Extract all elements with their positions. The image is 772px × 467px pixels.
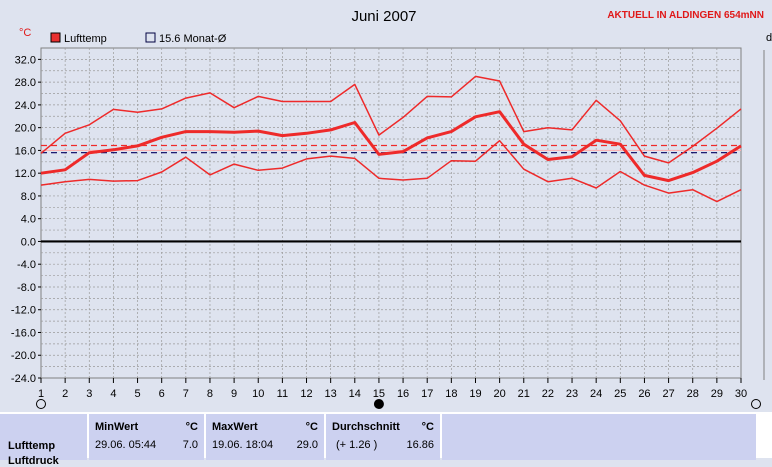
x-tick-label: 13 (325, 388, 337, 400)
min-value: 7.0 (182, 439, 198, 451)
max-time: 19.06. 18:04 (212, 439, 274, 451)
full-moon-icon (751, 399, 761, 409)
x-tick-label: 24 (590, 388, 602, 400)
x-tick-label: 20 (493, 388, 505, 400)
legend-label-monthly-average: 15.6 Monat-Ø (159, 33, 227, 45)
x-tick-label: 11 (277, 388, 288, 400)
max-value: 29.0 (296, 439, 318, 451)
min-header: MinWert (95, 421, 139, 433)
legend-swatch-monthly-average (145, 32, 156, 43)
min-unit: °C (185, 421, 198, 433)
x-tick-label: 16 (397, 388, 409, 400)
y-axis-unit: °C (19, 27, 31, 39)
stats-row-label: Lufttemp (8, 440, 56, 452)
legend-swatch-lufttemp (50, 32, 61, 43)
x-tick-label: 1 (38, 388, 44, 400)
stats-row-label-cell: Lufttemp Luftdruck (0, 414, 87, 467)
min-value-cell: MinWert °C 29.06. 05:44 7.0 (89, 414, 204, 460)
x-tick-label: 18 (445, 388, 457, 400)
y-tick-label: -16.0 (11, 327, 36, 339)
x-tick-label: 26 (638, 388, 650, 400)
plot-area: 32.0 28.0 24.0 20.0 16.0 12.0 8.0 4.0 0.0 -4.0 -8.… (11, 47, 765, 409)
y-tick-label: -12.0 (11, 305, 36, 317)
x-tick-label: 21 (518, 388, 530, 400)
max-header: MaxWert (212, 421, 258, 433)
new-moon-icon (373, 399, 384, 409)
y-tick-label: 12.0 (15, 168, 36, 180)
temperature-chart: Juni 2007 AKTUELL IN ALDINGEN 654mNN °C … (11, 8, 772, 409)
avg-header: Durchschnitt (332, 421, 400, 433)
stats-row-label-2: Luftdruck (8, 455, 59, 467)
max-unit: °C (305, 421, 318, 433)
y-tick-label: 0.0 (21, 236, 36, 248)
series-line-max (40, 75, 742, 164)
x-tick-label: 23 (566, 388, 578, 400)
x-tick-label: 25 (614, 388, 626, 400)
x-tick-label: 17 (421, 388, 433, 400)
x-tick-label: 6 (159, 388, 165, 400)
plot-frame (40, 47, 742, 379)
x-tick-label: 12 (300, 388, 312, 400)
legend: Lufttemp 15.6 Monat-Ø (50, 32, 227, 45)
y-tick-label: 28.0 (15, 77, 36, 89)
station-label: AKTUELL IN ALDINGEN 654mNN (607, 10, 764, 21)
x-tick-label: 2 (62, 388, 68, 400)
x-tick-label: 8 (207, 388, 213, 400)
min-time: 29.06. 05:44 (95, 439, 157, 451)
right-edge-label: d (766, 32, 772, 44)
y-tick-label: -8.0 (17, 282, 36, 294)
y-tick-label: -24.0 (11, 373, 36, 385)
avg-value: 16.86 (406, 439, 434, 451)
y-tick-label: 16.0 (15, 145, 36, 157)
series-line-min (40, 139, 742, 203)
x-tick-label: 3 (86, 388, 92, 400)
y-tick-label: 24.0 (15, 100, 36, 112)
x-tick-label: 30 (735, 388, 747, 400)
x-tick-label: 10 (252, 388, 264, 400)
avg-delta: (+ 1.26 ) (336, 439, 378, 451)
x-tick-label: 5 (134, 388, 140, 400)
avg-unit: °C (421, 421, 434, 433)
x-tick-label: 29 (711, 388, 723, 400)
x-tick-label: 9 (231, 388, 237, 400)
stats-empty-cell (442, 414, 756, 460)
x-tick-label: 7 (183, 388, 189, 400)
x-tick-label: 15 (373, 388, 385, 400)
y-tick-label: -4.0 (17, 259, 36, 271)
stats-panel: Lufttemp Luftdruck MinWert °C 29.06. 05:… (0, 412, 772, 467)
y-tick-label: -20.0 (11, 350, 36, 362)
x-tick-label: 4 (110, 388, 116, 400)
y-tick-label: 20.0 (15, 123, 36, 135)
x-tick-label: 27 (662, 388, 674, 400)
chart-title: Juni 2007 (351, 8, 416, 25)
x-tick-label: 14 (349, 388, 361, 400)
y-tick-label: 4.0 (21, 214, 36, 226)
series-line-mittel (40, 110, 742, 183)
x-tick-label: 19 (469, 388, 481, 400)
legend-label-lufttemp: Lufttemp (64, 33, 107, 45)
y-tick-label: 32.0 (15, 54, 36, 66)
full-moon-icon (36, 399, 46, 409)
x-tick-label: 22 (542, 388, 554, 400)
x-tick-label: 28 (687, 388, 699, 400)
average-value-cell: Durchschnitt °C (+ 1.26 ) 16.86 (326, 414, 440, 460)
y-tick-label: 8.0 (21, 191, 36, 203)
max-value-cell: MaxWert °C 19.06. 18:04 29.0 (206, 414, 324, 460)
